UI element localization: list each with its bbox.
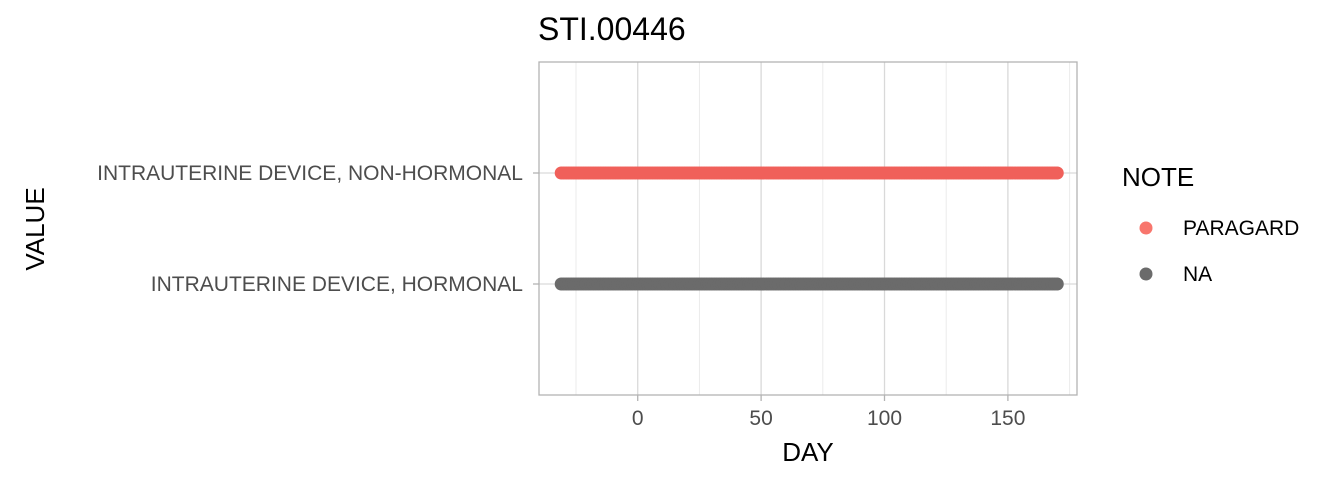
data-point [1050,277,1064,291]
plot-area: 0 50 100 150 INTRAUTERINE DEVICE, HORMONAL IN… [97,61,1078,430]
legend-key [1139,267,1153,281]
chart-title: STI.00446 [538,11,686,47]
x-tick-label: 50 [749,407,772,430]
x-tick-label: 100 [867,407,902,430]
legend-key [1139,221,1153,235]
x-tick-label: 150 [990,407,1025,430]
legend-title: NOTE [1122,162,1194,192]
legend-label: PARAGARD [1183,217,1299,240]
x-axis-title: DAY [782,437,834,467]
legend-label: NA [1183,263,1212,286]
y-axis-title: VALUE [20,187,50,270]
data-point [1050,166,1064,180]
plot-panel [539,62,1077,395]
plot-border [538,61,1078,396]
legend: NOTE PARAGARD NA [1122,162,1299,286]
y-tick-label: INTRAUTERINE DEVICE, NON-HORMONAL [97,162,523,185]
x-tick-label: 0 [632,407,644,430]
y-tick-label: INTRAUTERINE DEVICE, HORMONAL [151,273,523,296]
